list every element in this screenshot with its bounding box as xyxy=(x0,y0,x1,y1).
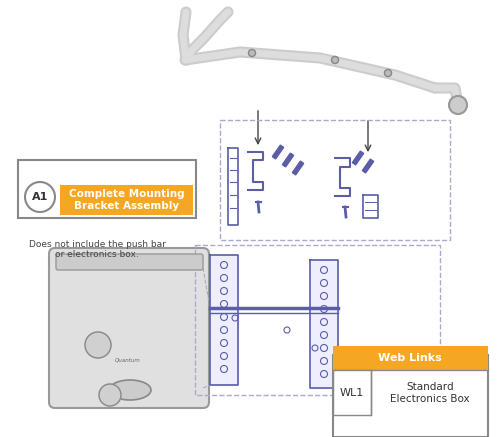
Text: WL1: WL1 xyxy=(340,388,364,398)
FancyBboxPatch shape xyxy=(56,254,203,270)
Bar xyxy=(282,153,294,167)
Text: Complete Mounting
Bracket Assembly: Complete Mounting Bracket Assembly xyxy=(69,189,185,211)
Circle shape xyxy=(25,182,55,212)
Ellipse shape xyxy=(109,380,151,400)
Bar xyxy=(362,159,374,173)
Circle shape xyxy=(99,384,121,406)
Bar xyxy=(352,151,364,165)
Bar xyxy=(272,145,283,159)
Polygon shape xyxy=(210,255,238,385)
Text: A1: A1 xyxy=(32,192,48,202)
Polygon shape xyxy=(310,260,338,388)
Circle shape xyxy=(332,56,338,63)
FancyBboxPatch shape xyxy=(333,370,371,415)
FancyBboxPatch shape xyxy=(60,185,193,215)
FancyBboxPatch shape xyxy=(333,346,488,370)
Text: Does not include the push bar
or electronics box.: Does not include the push bar or electro… xyxy=(28,240,166,260)
Text: Web Links: Web Links xyxy=(378,353,442,363)
Circle shape xyxy=(449,96,467,114)
FancyBboxPatch shape xyxy=(49,248,209,408)
Text: Standard
Electronics Box: Standard Electronics Box xyxy=(390,382,470,404)
Circle shape xyxy=(248,49,256,56)
FancyBboxPatch shape xyxy=(333,355,488,437)
Text: Quantum: Quantum xyxy=(115,357,141,363)
Bar xyxy=(292,161,304,175)
FancyBboxPatch shape xyxy=(18,160,196,218)
Circle shape xyxy=(384,69,392,76)
Circle shape xyxy=(85,332,111,358)
